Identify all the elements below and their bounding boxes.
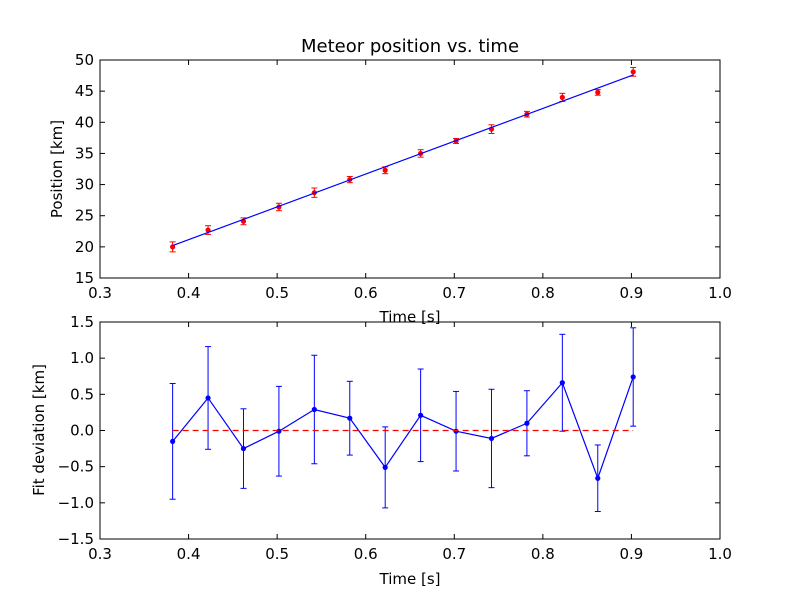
deviation-data-point	[523, 390, 530, 457]
position-x-tick-label: 0.3	[88, 284, 112, 302]
deviation-y-tick-label: 1.0	[70, 349, 94, 367]
position-y-tick-label: 15	[75, 269, 94, 287]
deviation-axis-ticks: 0.3 0.4 0.5 0.6 0.7 0.8 0.9 1.0 −1.5 −1.0 −0.5 0.0 0…	[58, 313, 732, 563]
deviation-x-axis-label: Time [s]	[379, 570, 441, 588]
deviation-data-point	[169, 382, 176, 500]
position-x-tick-label: 0.5	[265, 284, 289, 302]
deviation-y-tick-label: −1.0	[58, 494, 94, 512]
point-marker	[170, 438, 176, 444]
deviation-data-point	[311, 354, 318, 465]
deviation-x-tick-label: 0.4	[177, 545, 201, 563]
point-marker	[453, 428, 459, 434]
position-x-axis-label: Time [s]	[379, 308, 441, 326]
deviation-series-line	[172, 376, 634, 481]
deviation-x-tick-label: 0.6	[354, 545, 378, 563]
point-marker	[630, 374, 636, 380]
position-y-tick-label: 50	[75, 51, 94, 69]
point-marker	[595, 475, 601, 481]
point-marker	[382, 464, 388, 470]
deviation-x-tick-label: 0.3	[88, 545, 112, 563]
point-marker	[347, 415, 353, 421]
deviation-data-point	[559, 333, 566, 432]
position-x-tick-label: 0.9	[619, 284, 643, 302]
position-data-point	[488, 124, 495, 134]
deviation-y-axis-label: Fit deviation [km]	[30, 364, 48, 496]
point-marker	[205, 395, 211, 401]
deviation-x-tick-label: 1.0	[708, 545, 732, 563]
deviation-y-tick-label: −1.5	[58, 530, 94, 548]
point-marker	[311, 406, 317, 413]
deviation-panel: 0.3 0.4 0.5 0.6 0.7 0.8 0.9 1.0 −1.5 −1.0 −0.5 0.0 0…	[30, 313, 732, 588]
position-y-tick-label: 25	[75, 207, 94, 225]
position-chart-title: Meteor position vs. time	[301, 36, 519, 57]
deviation-data-point	[382, 426, 389, 509]
point-marker	[418, 412, 424, 418]
position-x-tick-label: 1.0	[708, 284, 732, 302]
position-y-tick-label: 20	[75, 238, 94, 256]
deviation-x-tick-label: 0.7	[442, 545, 466, 563]
deviation-y-tick-label: 0.5	[70, 385, 94, 403]
position-data-point	[205, 225, 212, 235]
point-marker	[382, 167, 388, 173]
position-x-tick-label: 0.8	[531, 284, 555, 302]
position-y-tick-label: 40	[75, 113, 94, 131]
deviation-y-tick-label: 1.5	[70, 313, 94, 331]
deviation-x-tick-label: 0.9	[619, 545, 643, 563]
deviation-plot-area	[169, 327, 637, 513]
deviation-data-point	[346, 380, 353, 456]
deviation-data-point	[240, 408, 247, 489]
point-marker	[559, 380, 565, 386]
position-data-point	[382, 166, 389, 175]
point-marker	[595, 89, 601, 95]
point-marker	[524, 420, 530, 426]
position-y-tick-label: 45	[75, 82, 94, 100]
position-x-tick-label: 0.6	[354, 284, 378, 302]
deviation-y-tick-label: −0.5	[58, 458, 94, 476]
position-axis-ticks: 0.3 0.4 0.5 0.6 0.7 0.8 0.9 1.0 15 20 25 30 35 40 45 50	[75, 51, 732, 302]
point-marker	[559, 94, 565, 100]
point-marker	[276, 428, 282, 434]
point-marker	[630, 69, 636, 75]
deviation-data-point	[594, 444, 601, 513]
deviation-data-point	[488, 388, 495, 489]
fit-line	[172, 74, 634, 247]
position-y-tick-label: 30	[75, 176, 94, 194]
position-x-tick-label: 0.4	[177, 284, 201, 302]
position-x-tick-label: 0.7	[442, 284, 466, 302]
point-marker	[488, 435, 495, 442]
deviation-x-tick-label: 0.8	[531, 545, 555, 563]
position-y-axis-label: Position [km]	[48, 120, 66, 218]
deviation-y-tick-label: 0.0	[70, 422, 94, 440]
position-axes-frame	[99, 59, 721, 279]
deviation-data-point	[275, 385, 282, 477]
position-y-tick-label: 35	[75, 144, 94, 162]
position-plot-area	[169, 66, 637, 253]
deviation-data-point	[417, 368, 424, 463]
deviation-data-point	[205, 346, 212, 450]
deviation-data-point	[630, 327, 637, 427]
point-marker	[205, 227, 211, 233]
deviation-x-tick-label: 0.5	[265, 545, 289, 563]
position-data-point	[594, 89, 601, 96]
point-marker	[240, 445, 247, 452]
